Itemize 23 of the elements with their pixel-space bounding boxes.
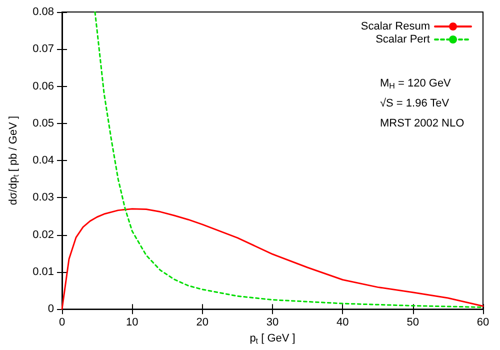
y-tick-label: 0	[48, 303, 54, 316]
x-tick-label: 50	[406, 316, 419, 329]
y-axis-title: dσ/dpt [ pb / GeV ]	[8, 116, 20, 206]
x-tick-label: 40	[336, 316, 349, 329]
y-tick-label: 0.03	[32, 192, 54, 204]
y-tick-label: 0.01	[32, 266, 54, 278]
y-tick-label: 0.07	[32, 43, 54, 56]
annotation: MRST 2002 NLO	[380, 118, 465, 130]
line-series	[94, 11, 484, 308]
line-series	[61, 208, 484, 310]
legend-label: Scalar Resum	[360, 20, 430, 32]
x-tick-label: 20	[196, 316, 208, 329]
x-tick-label: 60	[476, 316, 490, 329]
y-tick-label: 0.02	[32, 228, 54, 241]
y-tick-label: 0.05	[32, 117, 54, 130]
y-tick-label: 0.06	[32, 80, 54, 92]
y-tick-label: 0.04	[32, 154, 54, 167]
annotation: √S = 1.96 TeV	[380, 98, 450, 110]
legend-label: Scalar Pert	[376, 34, 430, 46]
x-tick-label: 0	[58, 316, 66, 329]
x-tick-label: 10	[126, 316, 138, 329]
x-tick-label: 30	[266, 316, 279, 329]
y-tick-label: 0.08	[32, 6, 54, 18]
